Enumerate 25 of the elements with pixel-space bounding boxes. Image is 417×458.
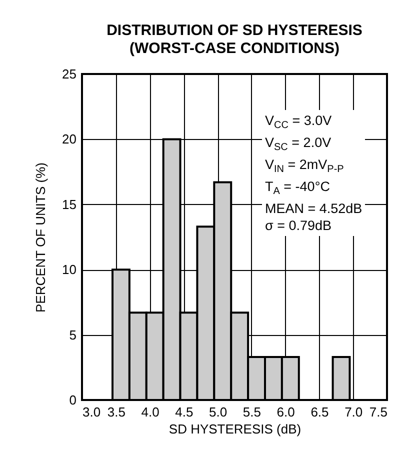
x-tick-label: 5.5 xyxy=(242,404,261,420)
y-tick-label: 25 xyxy=(62,66,76,82)
annotation: V$_{IN}$ = 2mV$_{P-P}$ xyxy=(265,156,345,177)
x-tick-label: 5.0 xyxy=(209,404,228,420)
annotation: V$_{SC}$ = 2.0V xyxy=(265,134,332,155)
annotation: V$_{CC}$ = 3.0V xyxy=(265,112,333,133)
x-tick-label: 6.5 xyxy=(310,404,329,420)
annotation: MEAN = 4.52dB xyxy=(265,200,362,217)
x-tick-label: 7.0 xyxy=(344,404,363,420)
x-axis-title: SD HYSTERESIS (dB) xyxy=(168,422,302,436)
y-tick-label: 20 xyxy=(62,132,76,147)
y-tick-label: 10 xyxy=(62,262,76,278)
x-tick-label: 7.5 xyxy=(369,404,388,420)
y-axis-title: PERCENT OF UNITS (%) xyxy=(33,162,48,312)
chart-title: DISTRIBUTION OF SD HYSTERESIS (WORST-CASE CONDITIONS) xyxy=(106,22,362,57)
x-tick-label: 3.5 xyxy=(107,404,126,420)
x-tick-label: 4.5 xyxy=(175,404,194,420)
y-tick-label: 5 xyxy=(69,327,76,342)
y-tick-label: 0 xyxy=(69,392,76,408)
x-tick-label: 4.0 xyxy=(141,404,160,420)
annotation: T$_{A}$ = -40°C xyxy=(265,178,331,199)
x-tick-label: 3.0 xyxy=(82,404,101,420)
annotation: σ = 0.79dB xyxy=(265,217,333,234)
y-tick-label: 15 xyxy=(62,196,76,212)
x-tick-label: 6.0 xyxy=(276,404,295,420)
